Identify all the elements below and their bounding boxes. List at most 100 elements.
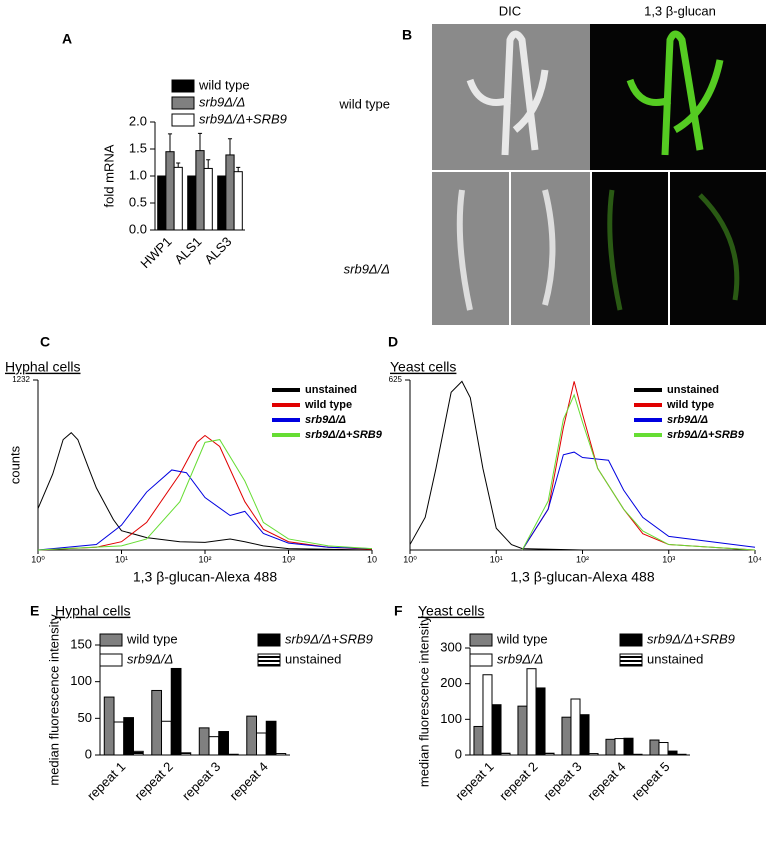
x-tick-label: ALS1 (171, 234, 204, 267)
legend-swatch (171, 79, 195, 93)
legend-label: wild type (496, 631, 548, 646)
y-tick-label: 0.5 (129, 194, 147, 209)
bar (161, 720, 172, 756)
bar (218, 731, 229, 756)
legend-label: srb9Δ/Δ (667, 414, 708, 426)
panel-letter: B (402, 27, 412, 43)
x-tick-label: 10² (198, 554, 211, 564)
y-tick-label: 300 (440, 639, 462, 654)
legend-label: wild type (666, 399, 714, 411)
legend-label: wild type (126, 631, 178, 646)
error-bar (197, 132, 203, 151)
histogram-line (409, 380, 583, 551)
bar (667, 750, 678, 756)
y-tick-label: 150 (70, 636, 92, 651)
error-bar (227, 138, 233, 155)
legend-swatch (171, 113, 195, 127)
error-bar (236, 166, 241, 172)
bar (570, 698, 581, 756)
column-label: DIC (499, 3, 521, 18)
bar (265, 720, 277, 756)
legend-swatch (171, 96, 195, 110)
bar (491, 704, 502, 756)
bar (225, 154, 235, 231)
cell (466, 30, 549, 156)
legend-swatch (99, 653, 123, 667)
column-label: 1,3 β-glucan (644, 3, 716, 18)
legend-swatch (619, 653, 643, 667)
histogram-line (521, 381, 756, 551)
error-bar (206, 159, 211, 169)
x-tick-label: 10⁰ (31, 554, 45, 564)
bar (535, 687, 546, 756)
legend-label: srb9Δ/Δ (305, 414, 346, 426)
x-tick-label: 10⁴ (748, 554, 762, 564)
y-axis-label: median fluorescence intensity (46, 614, 61, 786)
x-tick-label: 10⁰ (403, 554, 417, 564)
panel-title: Hyphal cells (5, 359, 80, 375)
x-tick-label: HWP1 (137, 234, 174, 271)
bar (676, 753, 687, 756)
y-axis-label: fold mRNA (101, 144, 116, 207)
bar (246, 715, 258, 756)
legend-swatch (99, 633, 123, 647)
y-tick-label: 1.5 (129, 140, 147, 155)
x-tick-label: repeat 2 (496, 759, 540, 803)
bar (103, 696, 115, 756)
x-tick-label: repeat 2 (131, 759, 175, 803)
x-tick-label: 10¹ (115, 554, 128, 564)
panel-title: Yeast cells (418, 603, 484, 619)
legend-label: srb9Δ/Δ+SRB9 (667, 429, 745, 441)
y-tick-label: 100 (70, 673, 92, 688)
x-axis-label: 1,3 β-glucan-Alexa 488 (510, 569, 654, 585)
x-tick-label: 10² (576, 554, 589, 564)
x-tick-label: repeat 1 (84, 759, 128, 803)
legend-swatch (257, 633, 281, 647)
bar (632, 753, 643, 756)
histogram-line (37, 432, 373, 551)
x-tick-label: repeat 3 (179, 759, 223, 803)
row-label: wild type (338, 96, 390, 111)
legend-swatch (469, 633, 493, 647)
legend-label: srb9Δ/Δ (199, 94, 245, 109)
y-tick-label: 2.0 (129, 113, 147, 128)
legend-label: srb9Δ/Δ+SRB9 (199, 111, 287, 126)
histogram-line (521, 451, 756, 551)
bar (157, 175, 167, 231)
y-tick-label: 200 (440, 675, 462, 690)
y-axis-label: median fluorescence intensity (416, 615, 431, 787)
y-tick-label: 1.0 (129, 167, 147, 182)
legend-label: unstained (305, 384, 357, 396)
bar (198, 727, 210, 756)
x-axis-label: 1,3 β-glucan-Alexa 488 (133, 569, 277, 585)
legend-label: srb9Δ/Δ (127, 651, 173, 666)
x-tick-label: repeat 1 (452, 759, 496, 803)
y-axis-label: counts (7, 445, 22, 484)
bar (123, 717, 134, 756)
y-tick-label: 0.0 (129, 221, 147, 236)
bar (623, 737, 634, 756)
bar (500, 752, 511, 756)
bar (473, 725, 484, 756)
histogram-line (37, 439, 373, 551)
error-bar (167, 133, 173, 152)
x-tick-label: 10¹ (490, 554, 503, 564)
panel-title: Hyphal cells (55, 603, 130, 619)
bar (561, 716, 572, 756)
panel-b: B DIC 1,3 β-glucan wild type srb9Δ/Δ (338, 3, 766, 325)
bar (180, 752, 192, 756)
x-tick-label: repeat 5 (628, 759, 672, 803)
bar (614, 738, 625, 756)
x-tick-label: ALS3 (201, 234, 234, 267)
panel-letter: C (40, 334, 50, 350)
cell (456, 189, 556, 311)
bar (526, 668, 537, 756)
legend-label: unstained (285, 651, 341, 666)
panel-title: Yeast cells (390, 359, 456, 375)
panel-letter: D (388, 334, 398, 350)
panel-letter: F (394, 603, 403, 619)
bar (482, 674, 493, 756)
x-tick-label: repeat 4 (226, 759, 270, 803)
legend-swatch (257, 653, 281, 667)
